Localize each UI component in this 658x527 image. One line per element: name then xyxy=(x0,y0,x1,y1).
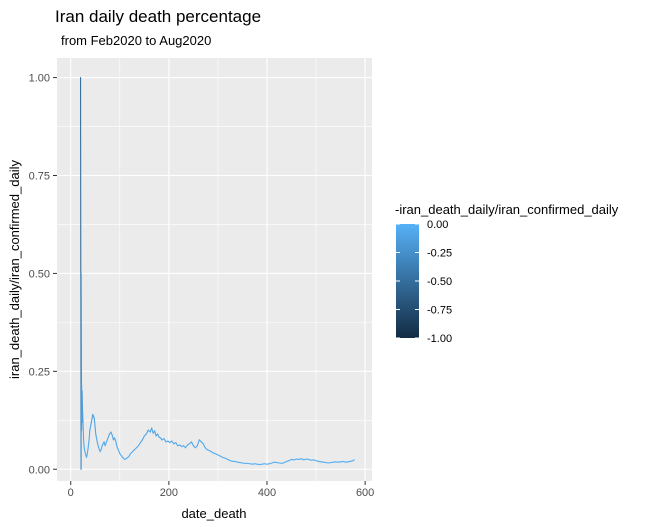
series-layer xyxy=(80,77,355,470)
series-line-segment xyxy=(151,427,154,434)
grid-major xyxy=(57,58,372,481)
series-line-segment xyxy=(190,441,194,447)
x-tick-label: 400 xyxy=(258,487,276,499)
x-tick-label: 600 xyxy=(356,487,374,499)
plot-panel xyxy=(57,58,372,481)
legend-break-label: -1.00 xyxy=(427,333,452,345)
series-line-segment xyxy=(117,449,121,455)
y-tick-label: 0.75 xyxy=(29,171,50,183)
series-line-segment xyxy=(114,439,117,445)
chart-subtitle: from Feb2020 to Aug2020 xyxy=(61,33,211,48)
series-line-segment xyxy=(202,443,206,449)
series-line-segment xyxy=(92,413,95,419)
series-line-segment xyxy=(89,421,92,431)
legend-break-label: 0.00 xyxy=(427,219,448,231)
legend-ticks: 0.00 -0.25 -0.50 -0.75 -1.00 xyxy=(396,219,452,345)
series-line-segment xyxy=(139,439,143,444)
series-line-segment xyxy=(93,417,97,435)
series-line-segment xyxy=(86,449,89,457)
series-line-segment xyxy=(171,440,175,445)
series-line-segment xyxy=(154,430,157,437)
y-tick-label: 0.50 xyxy=(29,268,50,280)
series-line-segment xyxy=(88,429,91,443)
legend-break-label: -0.75 xyxy=(427,305,452,317)
series-line-segment xyxy=(115,443,118,449)
legend-colorbar xyxy=(396,224,419,338)
series-line-segment xyxy=(175,442,179,447)
series-line-segment xyxy=(163,438,167,443)
y-tick-label: 0.00 xyxy=(29,464,50,476)
series-line-segment xyxy=(90,413,94,423)
series-line-segment xyxy=(104,441,108,447)
chart-title: Iran daily death percentage xyxy=(55,7,261,26)
x-tick-label: 200 xyxy=(160,487,178,499)
series-line-segment xyxy=(96,441,100,449)
y-tick-label: 1.00 xyxy=(29,73,50,85)
series-line-segment xyxy=(145,429,149,435)
series-line-segment xyxy=(352,459,355,462)
series-line-segment xyxy=(106,437,109,443)
x-axis-title: date_death xyxy=(181,506,246,521)
series-line-segment xyxy=(128,453,132,458)
series-line-segment xyxy=(137,442,141,447)
y-tick-label: 0.25 xyxy=(29,366,50,378)
series-line-segment xyxy=(110,431,113,437)
legend-break-label: -0.50 xyxy=(427,276,452,288)
series-line-segment xyxy=(100,445,103,451)
series-line-segment xyxy=(196,439,200,447)
y-axis-ticks: 0.00 0.25 0.50 0.75 1.00 xyxy=(29,73,57,476)
grid-minor xyxy=(57,58,372,481)
legend-title: -iran_death_daily/iran_confirmed_daily xyxy=(395,202,619,217)
y-axis-title: iran_death_daily/iran_confirmed_daily xyxy=(7,160,22,379)
series-line-segment xyxy=(141,435,145,441)
legend-break-label: -0.25 xyxy=(427,248,452,260)
series-line-segment xyxy=(185,444,189,449)
series-line-segment xyxy=(157,433,160,438)
x-axis-ticks: 0 200 400 600 xyxy=(68,481,374,499)
legend: -iran_death_daily/iran_confirmed_daily 0… xyxy=(395,202,619,345)
series-line-segment xyxy=(87,441,90,451)
series-line-segment xyxy=(107,433,111,439)
x-tick-label: 0 xyxy=(68,487,74,499)
series-line-segment xyxy=(95,433,98,443)
